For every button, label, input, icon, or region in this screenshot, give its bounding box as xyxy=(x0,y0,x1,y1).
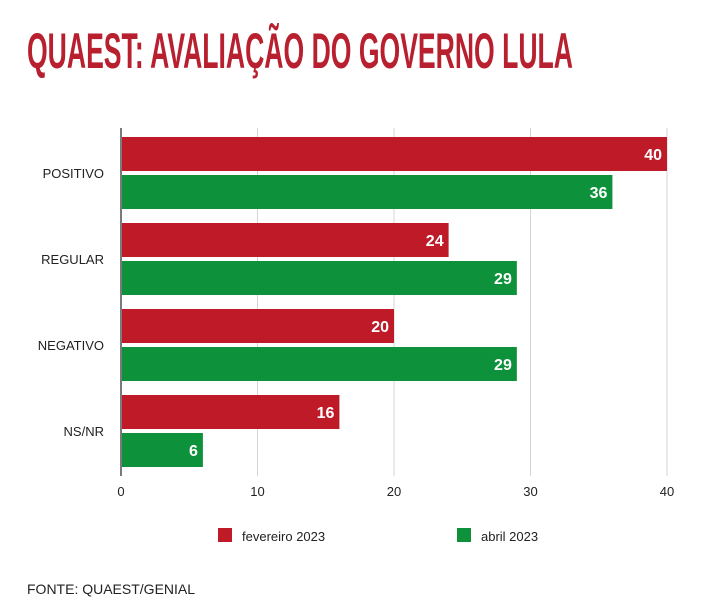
data-label: 16 xyxy=(317,405,335,422)
data-label: 20 xyxy=(371,319,389,336)
legend-label: fevereiro 2023 xyxy=(242,529,325,544)
category-label: REGULAR xyxy=(41,252,104,267)
legend-swatch xyxy=(218,528,232,542)
bar xyxy=(122,433,203,467)
x-tick-label: 40 xyxy=(660,484,674,499)
category-labels: POSITIVO REGULAR NEGATIVO NS/NR xyxy=(38,166,104,439)
data-label: 40 xyxy=(644,147,662,164)
data-label: 24 xyxy=(426,233,444,250)
x-tick-label: 10 xyxy=(250,484,264,499)
x-tick-labels: 0 10 20 30 40 xyxy=(117,484,674,499)
legend-swatch xyxy=(457,528,471,542)
category-label: NS/NR xyxy=(64,424,104,439)
data-label: 29 xyxy=(494,271,512,288)
category-label: NEGATIVO xyxy=(38,338,104,353)
data-label: 6 xyxy=(189,443,198,460)
bar xyxy=(122,137,667,171)
data-label: 29 xyxy=(494,357,512,374)
bars: 40 36 24 29 20 29 16 6 xyxy=(122,137,667,467)
bar xyxy=(122,395,340,429)
x-tick-label: 30 xyxy=(523,484,537,499)
x-tick-label: 20 xyxy=(387,484,401,499)
bar xyxy=(122,347,517,381)
bar xyxy=(122,175,613,209)
bar xyxy=(122,261,517,295)
source-note: FONTE: QUAEST/GENIAL xyxy=(27,581,195,597)
chart-title: QUAEST: AVALIAÇÃO DO GOVERNO LULA xyxy=(27,23,573,79)
bar xyxy=(122,223,449,257)
legend: fevereiro 2023 abril 2023 xyxy=(218,528,538,544)
legend-label: abril 2023 xyxy=(481,529,538,544)
data-label: 36 xyxy=(590,185,608,202)
bar xyxy=(122,309,394,343)
category-label: POSITIVO xyxy=(43,166,104,181)
x-tick-label: 0 xyxy=(117,484,124,499)
